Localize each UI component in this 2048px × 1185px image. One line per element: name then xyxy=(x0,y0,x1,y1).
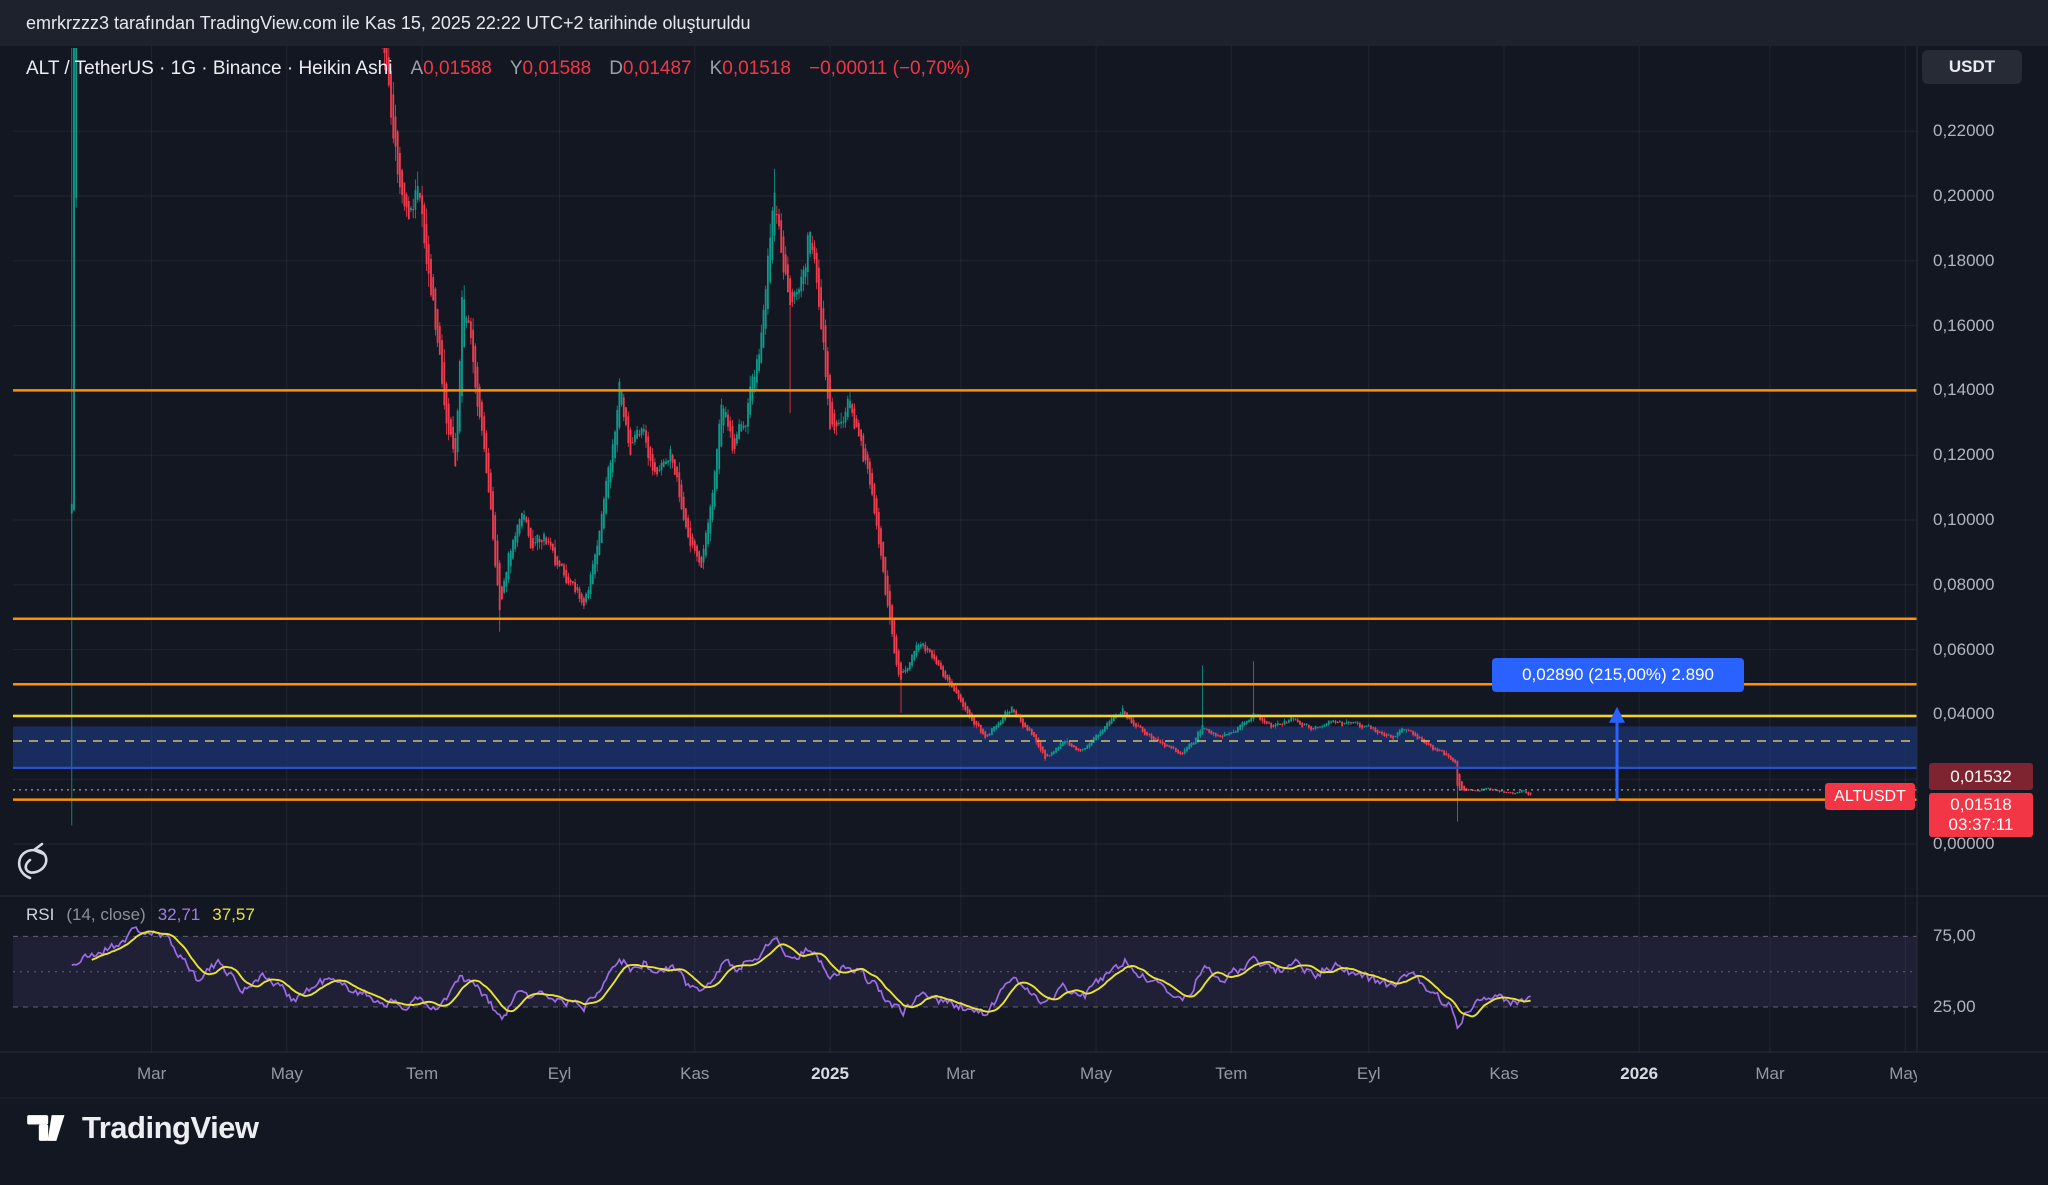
price-tick-label: 0,22000 xyxy=(1933,121,1995,141)
high-value: 0,01588 xyxy=(522,58,592,79)
time-tick-label[interactable]: May xyxy=(270,1064,303,1083)
open-label: A xyxy=(410,58,424,79)
high-label: Y xyxy=(509,58,523,79)
price-tick-label: 0,20000 xyxy=(1933,186,1995,205)
symbol-price-pill: ALTUSDT xyxy=(1825,783,1915,810)
scribble-annotation-icon[interactable] xyxy=(17,842,48,880)
price-scale[interactable]: 0,22000 0,20000 0,18000 0,16000 0,14000 0,120… xyxy=(1917,0,2048,1052)
time-tick-label[interactable]: Mar xyxy=(946,1064,976,1083)
price-range-measure-arrow[interactable] xyxy=(1609,706,1625,801)
open-value: 0,01588 xyxy=(423,58,492,79)
grid-lines xyxy=(13,46,1917,1052)
time-tick-label[interactable]: Eyl xyxy=(1356,1064,1381,1083)
low-value: 0,01487 xyxy=(622,58,692,79)
candles-layer xyxy=(70,48,1532,826)
ohlc-open: A0,01588 xyxy=(410,58,491,80)
time-tick-label[interactable]: 2025 xyxy=(811,1064,849,1083)
tradingview-logo-text: TradingView xyxy=(82,1110,259,1145)
low-label: D xyxy=(609,58,623,79)
rsi-params: (14, close) xyxy=(66,905,146,924)
last-price-value: 0,01518 xyxy=(1950,795,2012,814)
attribution-bar: emrkrzzz3 tarafından TradingView.com ile… xyxy=(0,0,2048,46)
time-tick-label[interactable]: 2026 xyxy=(1620,1064,1659,1083)
down-candle-bodies xyxy=(383,48,1532,796)
down-candle-wicks xyxy=(381,48,1531,822)
price-tick-label: 0,16000 xyxy=(1933,315,1995,335)
price-tick-label: 0,00000 xyxy=(1933,834,1995,853)
symbol-legend[interactable]: ALT / TetherUS · 1G · Binance · Heikin A… xyxy=(26,58,970,80)
price-tick-label: 0,14000 xyxy=(1933,380,1995,400)
tradingview-brand-link[interactable]: TradingView xyxy=(26,1108,259,1148)
rsi-value: 32,71 xyxy=(157,905,201,924)
time-tick-label[interactable]: May xyxy=(1080,1064,1113,1083)
time-tick-label[interactable]: Kas xyxy=(1489,1064,1519,1083)
price-tick-label: 0,08000 xyxy=(1933,574,1995,594)
currency-toggle-button[interactable]: USDT xyxy=(1922,50,2022,84)
rsi-legend[interactable]: RSI (14, close) 32,71 37,57 xyxy=(26,905,255,925)
ohlc-close: K0,01518 xyxy=(710,58,791,80)
time-tick-label[interactable]: Mar xyxy=(1755,1064,1785,1083)
rsi-plot xyxy=(71,926,1531,1030)
rsi-tick-label: 75,00 xyxy=(1933,926,1976,946)
symbol-title[interactable]: ALT / TetherUS · 1G · Binance · Heikin A… xyxy=(26,58,393,79)
candle-countdown: 03:37:11 xyxy=(1948,815,2014,834)
measure-arrow-head xyxy=(1609,706,1625,723)
change-value: −0,00011 (−0,70%) xyxy=(808,58,971,79)
up-candle-bodies xyxy=(70,48,1525,794)
price-tick-label: 0,06000 xyxy=(1933,639,1995,659)
measure-result-label[interactable]: 0,02890 (215,00%) 2.890 xyxy=(1492,658,1744,692)
rsi-main-line xyxy=(71,926,1531,1030)
rsi-band-guides xyxy=(13,935,1917,1008)
rsi-tick-label: 25,00 xyxy=(1933,997,1976,1016)
time-tick-label[interactable]: Tem xyxy=(406,1064,439,1083)
price-tick-label: 0,04000 xyxy=(1933,704,1995,724)
time-tick-label[interactable]: May xyxy=(1889,1064,1917,1083)
last-price-badge: 0,01518 03:37:11 xyxy=(1929,793,2033,837)
level-price-badge: 0,01532 xyxy=(1929,763,2033,790)
attribution-text: emrkrzzz3 tarafından TradingView.com ile… xyxy=(26,12,751,33)
up-candle-wicks xyxy=(71,48,1525,826)
time-tick-label[interactable]: Kas xyxy=(680,1064,710,1083)
rsi-ma-value: 37,57 xyxy=(212,905,255,924)
level-price-value: 0,01532 xyxy=(1950,766,2012,786)
rsi-ma-line xyxy=(91,930,1531,1018)
time-tick-label[interactable]: Mar xyxy=(136,1064,167,1083)
close-label: K xyxy=(709,58,723,79)
time-scale[interactable]: Mar May Tem Eyl Kas 2025 Mar May Tem Eyl Kas 2026 Ma… xyxy=(0,1052,1917,1098)
tradingview-logo-icon xyxy=(27,1115,65,1141)
symbol-pill-text: ALTUSDT xyxy=(1834,787,1906,805)
rsi-title[interactable]: RSI xyxy=(26,905,55,924)
price-tick-label: 0,10000 xyxy=(1933,510,1995,529)
blue-price-zone[interactable] xyxy=(13,726,1917,768)
price-tick-label: 0,12000 xyxy=(1933,445,1995,465)
close-value: 0,01518 xyxy=(722,58,791,79)
pane-borders xyxy=(0,46,2048,1099)
time-tick-label[interactable]: Tem xyxy=(1215,1064,1248,1083)
price-tick-label: 0,18000 xyxy=(1933,250,1995,270)
ohlc-high: Y0,01588 xyxy=(510,58,591,80)
time-tick-label[interactable]: Eyl xyxy=(547,1064,572,1083)
ohlc-low: D0,01487 xyxy=(609,58,691,80)
